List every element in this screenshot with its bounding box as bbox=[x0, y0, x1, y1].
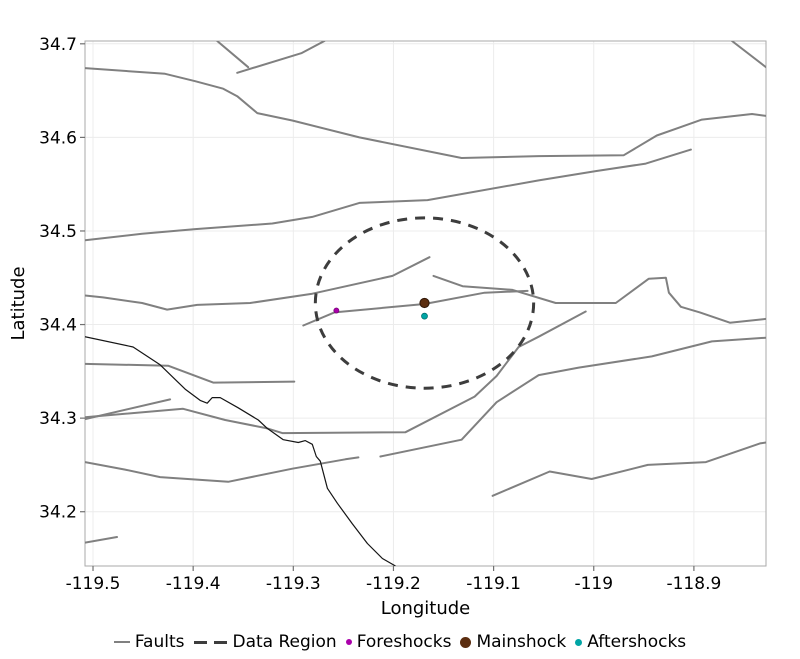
fault-line bbox=[379, 336, 766, 458]
y-tick-label: 34.2 bbox=[39, 503, 77, 523]
data-region-circle bbox=[313, 216, 536, 390]
plot-contents bbox=[85, 41, 766, 566]
legend-dot-icon bbox=[575, 638, 583, 646]
legend-item-aftershocks: Aftershocks bbox=[575, 632, 686, 652]
coastline bbox=[85, 336, 396, 566]
legend-dot-icon bbox=[345, 639, 352, 645]
y-tick-label: 34.5 bbox=[39, 222, 77, 242]
legend-label: Faults bbox=[134, 632, 185, 652]
y-axis-title: Latitude bbox=[8, 266, 29, 340]
mainshock-marker bbox=[419, 297, 430, 309]
legend-item-foreshocks: Foreshocks bbox=[345, 632, 452, 652]
y-tick-label: 34.7 bbox=[39, 35, 77, 55]
x-tick-label: -119.3 bbox=[266, 574, 321, 594]
foreshock-marker bbox=[333, 307, 340, 314]
x-tick-label: -119.5 bbox=[66, 574, 121, 594]
fault-line bbox=[85, 310, 587, 435]
x-tick-label: -118.9 bbox=[666, 574, 721, 594]
fault-line bbox=[491, 441, 766, 497]
legend-item-data-region: Data Region bbox=[193, 632, 337, 652]
fault-line bbox=[216, 41, 250, 69]
fault-line bbox=[432, 274, 766, 324]
legend-item-faults: Faults bbox=[113, 632, 185, 652]
y-tick-label: 34.6 bbox=[39, 128, 77, 148]
legend-label: Mainshock bbox=[476, 632, 567, 652]
fault-line bbox=[731, 41, 766, 69]
aftershock-marker bbox=[421, 312, 428, 320]
plot-border bbox=[84, 40, 767, 567]
legend: Faults Data Region Foreshocks Mainshock Afte… bbox=[0, 629, 800, 655]
fault-line bbox=[85, 398, 172, 421]
legend-line-icon bbox=[193, 640, 228, 644]
x-tick-label: -119.2 bbox=[366, 574, 421, 594]
legend-label: Data Region bbox=[232, 632, 337, 652]
legend-item-mainshock: Mainshock bbox=[460, 632, 566, 652]
x-tick-label: -119.1 bbox=[466, 574, 521, 594]
legend-label: Aftershocks bbox=[587, 632, 687, 652]
x-tick-label: -119.4 bbox=[166, 574, 221, 594]
y-tick-label: 34.3 bbox=[39, 409, 77, 429]
fault-line bbox=[85, 362, 296, 384]
y-tick-label: 34.4 bbox=[39, 316, 77, 336]
legend-label: Foreshocks bbox=[356, 632, 452, 652]
fault-line bbox=[85, 456, 360, 483]
x-tick-label: -119 bbox=[574, 574, 613, 594]
fault-line bbox=[85, 67, 766, 159]
legend-dot-icon bbox=[460, 636, 472, 648]
fault-line bbox=[85, 536, 118, 544]
legend-line-icon bbox=[113, 641, 130, 643]
x-axis-title: Longitude bbox=[381, 598, 471, 619]
fault-line bbox=[85, 148, 692, 242]
fault-line bbox=[236, 41, 326, 74]
fault-line bbox=[85, 256, 431, 311]
